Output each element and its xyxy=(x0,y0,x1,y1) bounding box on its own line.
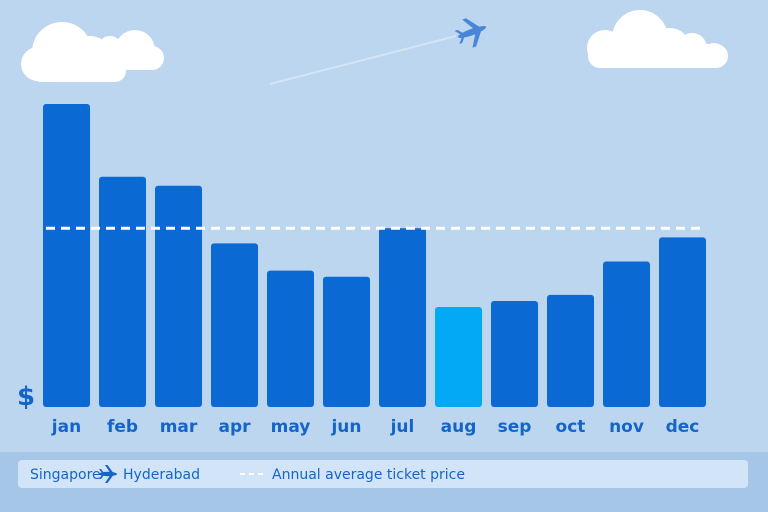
category-label-nov: nov xyxy=(609,417,644,437)
legend-origin: Singapore xyxy=(30,467,101,483)
bar-feb xyxy=(99,176,146,407)
bar-may xyxy=(267,270,314,407)
bar-mar xyxy=(155,185,202,407)
category-label-jan: jan xyxy=(51,417,81,437)
cloud-icon xyxy=(587,10,728,68)
bar-jun xyxy=(323,276,370,407)
plane-icon xyxy=(454,18,487,48)
legend-average-label: Annual average ticket price xyxy=(272,467,465,483)
category-label-jul: jul xyxy=(390,417,415,437)
bar-dec xyxy=(659,237,706,407)
bar-oct xyxy=(547,294,594,407)
bar-apr xyxy=(211,243,258,407)
legend-destination: Hyderabad xyxy=(123,467,200,483)
plane-contrail xyxy=(269,35,457,85)
category-labels: jan feb mar apr may jun jul aug sep oct nov dec xyxy=(51,417,700,437)
category-label-feb: feb xyxy=(107,417,138,437)
decoration xyxy=(21,10,728,85)
category-label-jun: jun xyxy=(330,417,361,437)
category-label-apr: apr xyxy=(218,417,251,437)
bars xyxy=(43,104,706,407)
category-label-dec: dec xyxy=(666,417,700,437)
legend-box xyxy=(18,460,748,488)
bar-jan xyxy=(43,104,90,407)
plane-icon xyxy=(99,465,117,483)
bar-jul xyxy=(379,228,426,407)
category-label-sep: sep xyxy=(498,417,532,437)
category-label-may: may xyxy=(271,417,311,437)
category-label-aug: aug xyxy=(441,417,477,437)
bar-nov xyxy=(603,261,650,407)
bar-sep xyxy=(491,300,538,407)
cloud-icon xyxy=(21,22,164,82)
category-label-mar: mar xyxy=(160,417,198,437)
category-label-oct: oct xyxy=(556,417,586,437)
bar-aug xyxy=(435,307,482,407)
y-axis-symbol: $ xyxy=(17,382,35,412)
